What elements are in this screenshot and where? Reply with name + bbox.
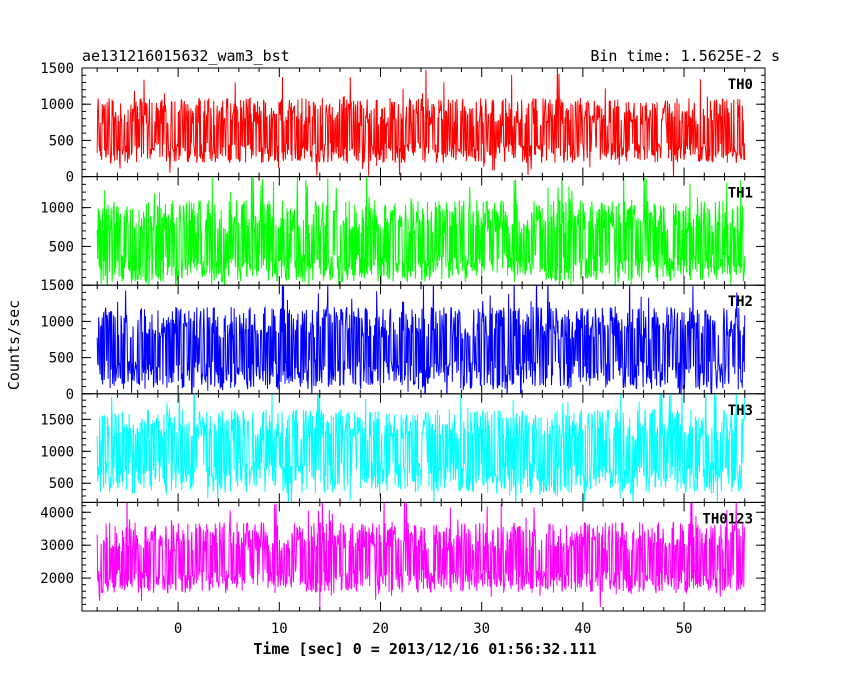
y-tick-label: 500 bbox=[49, 133, 74, 149]
chart-title: ae131216015632_wam3_bst bbox=[82, 47, 290, 65]
bin-time-label: Bin time: 1.5625E-2 s bbox=[590, 47, 780, 65]
y-tick-label: 500 bbox=[49, 351, 74, 367]
x-tick-label: 40 bbox=[574, 621, 591, 637]
series-line-th2 bbox=[96, 285, 746, 394]
series-label-th2: TH2 bbox=[728, 294, 753, 310]
y-tick-label: 0 bbox=[66, 387, 74, 403]
panel-frame-th0123 bbox=[81, 501, 766, 612]
y-tick-label: 2000 bbox=[40, 571, 74, 587]
series-line-th3 bbox=[96, 393, 746, 503]
y-tick-label: 0 bbox=[66, 170, 74, 186]
y-tick-label: 1500 bbox=[40, 412, 74, 428]
series-label-th1: TH1 bbox=[728, 186, 753, 202]
series-label-th3: TH3 bbox=[728, 403, 753, 419]
y-tick-label: 1000 bbox=[40, 201, 74, 217]
y-tick-label: 500 bbox=[49, 476, 74, 492]
y-tick-label: 1000 bbox=[40, 314, 74, 330]
y-axis-label: Counts/sec bbox=[5, 300, 23, 390]
y-tick-label: 3000 bbox=[40, 538, 74, 554]
y-tick-label: 1500 bbox=[40, 278, 74, 294]
y-tick-label: 4000 bbox=[40, 505, 74, 521]
x-tick-label: 10 bbox=[271, 621, 288, 637]
x-axis-label: Time [sec] 0 = 2013/12/16 01:56:32.111 bbox=[253, 640, 596, 658]
y-tick-label: 1000 bbox=[40, 444, 74, 460]
y-tick-label: 0 bbox=[66, 278, 74, 294]
y-tick-label: 500 bbox=[49, 239, 74, 255]
series-line-th0123 bbox=[96, 502, 746, 611]
y-tick-label: 1000 bbox=[40, 97, 74, 113]
x-tick-label: 50 bbox=[676, 621, 693, 637]
series-line-th1 bbox=[96, 176, 746, 286]
x-tick-label: 20 bbox=[372, 621, 389, 637]
panels-group: 050010001500TH005001000TH1050010001500TH… bbox=[40, 61, 766, 637]
x-tick-label: 30 bbox=[473, 621, 490, 637]
y-tick-label: 1500 bbox=[40, 61, 74, 77]
series-line-th0 bbox=[96, 68, 746, 177]
x-tick-label: 0 bbox=[174, 621, 182, 637]
series-label-th0: TH0 bbox=[728, 77, 753, 93]
series-label-th0123: TH0123 bbox=[702, 511, 753, 527]
